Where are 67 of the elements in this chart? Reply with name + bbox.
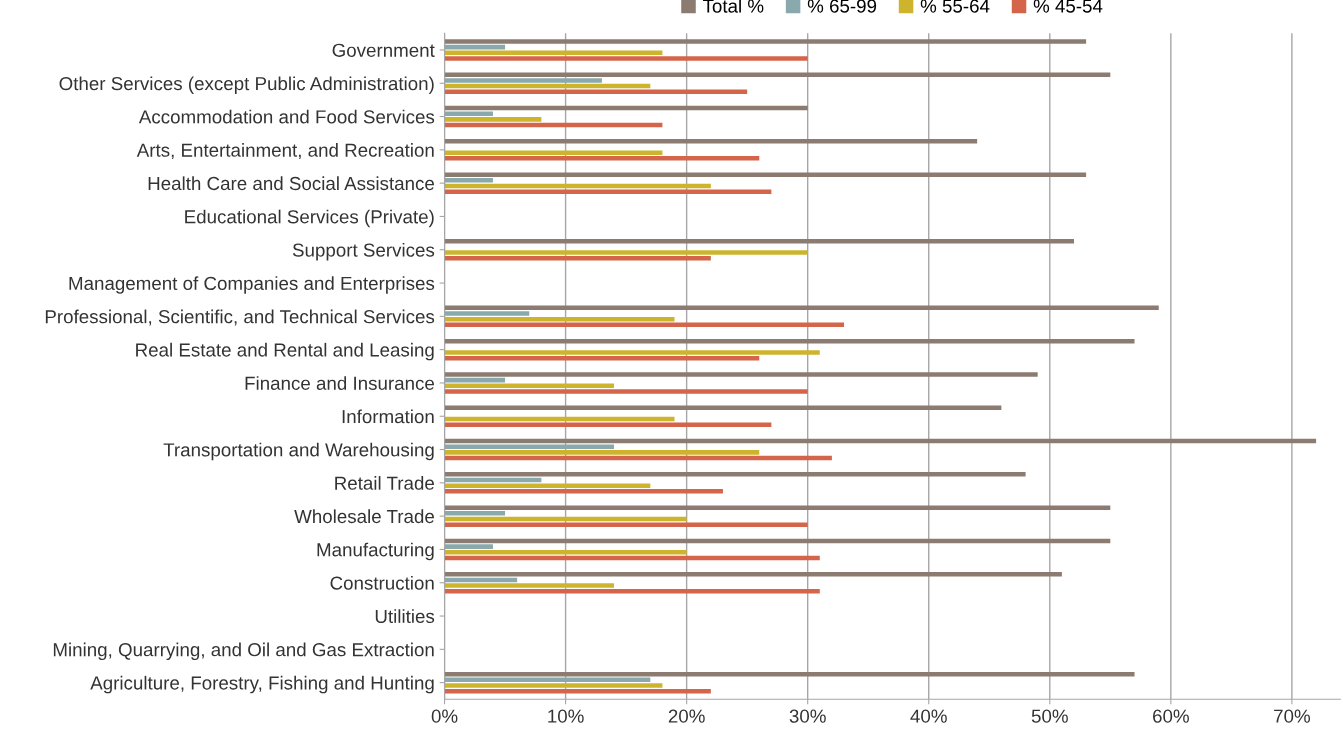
bar <box>444 588 820 594</box>
y-tick-label: Utilities <box>375 609 435 624</box>
bar <box>444 156 760 161</box>
y-tick-label: Wholesale Trade <box>294 509 434 524</box>
y-tick-label: Mining, Quarrying, and Oil and Gas Extraction <box>53 642 434 661</box>
bar <box>444 238 1074 244</box>
bar <box>444 472 1026 477</box>
y-tick-label: Finance and Insurance <box>245 376 434 390</box>
bar <box>444 350 820 355</box>
y-tick-label: Support Services <box>292 242 435 261</box>
y-tick-label: Real Estate and Rental and Leasing <box>136 342 434 361</box>
y-tick-label: Arts, Entertainment, and Recreation <box>136 143 434 160</box>
bar <box>444 389 808 394</box>
bar <box>444 450 760 455</box>
bar <box>444 189 772 194</box>
bar <box>444 405 1002 411</box>
legend-label: % 45-54 <box>1033 0 1103 13</box>
y-tick-label: Government <box>332 43 435 57</box>
bar <box>444 444 615 449</box>
bar <box>444 483 651 488</box>
bar <box>444 505 1111 510</box>
bar <box>444 550 687 555</box>
x-tick-label: 70% <box>1274 709 1310 723</box>
bar <box>444 39 1087 44</box>
bar <box>444 683 663 688</box>
bar <box>444 117 542 122</box>
bar <box>444 522 808 527</box>
bar <box>444 72 1111 78</box>
bar <box>444 511 506 516</box>
x-tick-label: 50% <box>1031 709 1068 723</box>
bar <box>444 139 978 144</box>
bar <box>444 311 530 316</box>
y-tick-label: Health Care and Social Assistance <box>148 176 434 191</box>
y-tick-label: Agriculture, Forestry, Fishing and Hunting <box>90 675 434 694</box>
x-tick-label: 20% <box>668 709 705 723</box>
y-tick-label: Manufacturing <box>317 542 434 561</box>
legend-label: % 55-64 <box>920 0 990 13</box>
x-tick-label: 40% <box>910 709 947 723</box>
y-tick-label: Information <box>342 409 434 424</box>
y-tick-label: Educational Services (Private) <box>185 209 434 228</box>
bar <box>444 56 808 61</box>
bar <box>444 111 493 116</box>
y-tick-label: Construction <box>330 575 434 590</box>
bar <box>444 255 711 261</box>
x-tick-label: 0% <box>431 709 458 723</box>
bar <box>444 172 1087 177</box>
bar <box>444 150 663 155</box>
bar <box>444 250 808 255</box>
x-tick-label: 10% <box>548 709 584 723</box>
y-tick-label: Transportation and Warehousing <box>163 442 434 461</box>
bar <box>444 178 493 183</box>
bar <box>444 372 1038 377</box>
legend-label: % 65-99 <box>807 0 877 13</box>
bar <box>444 583 615 588</box>
bar <box>444 544 493 549</box>
bar <box>444 571 1062 577</box>
y-tick-label: Management of Companies and Enterprises <box>69 276 435 294</box>
y-tick-label: Retail Trade <box>335 476 434 490</box>
x-tick-label: 60% <box>1153 709 1189 723</box>
y-tick-label: Accommodation and Food Services <box>138 109 435 124</box>
bar <box>444 89 748 95</box>
bar <box>444 78 602 83</box>
bar <box>444 489 723 494</box>
x-tick-label: 30% <box>789 709 826 723</box>
bar <box>444 422 772 428</box>
y-tick-label: Other Services (except Public Administration) <box>59 76 434 94</box>
y-tick-label: Professional, Scientific, and Technical Services <box>45 309 435 326</box>
